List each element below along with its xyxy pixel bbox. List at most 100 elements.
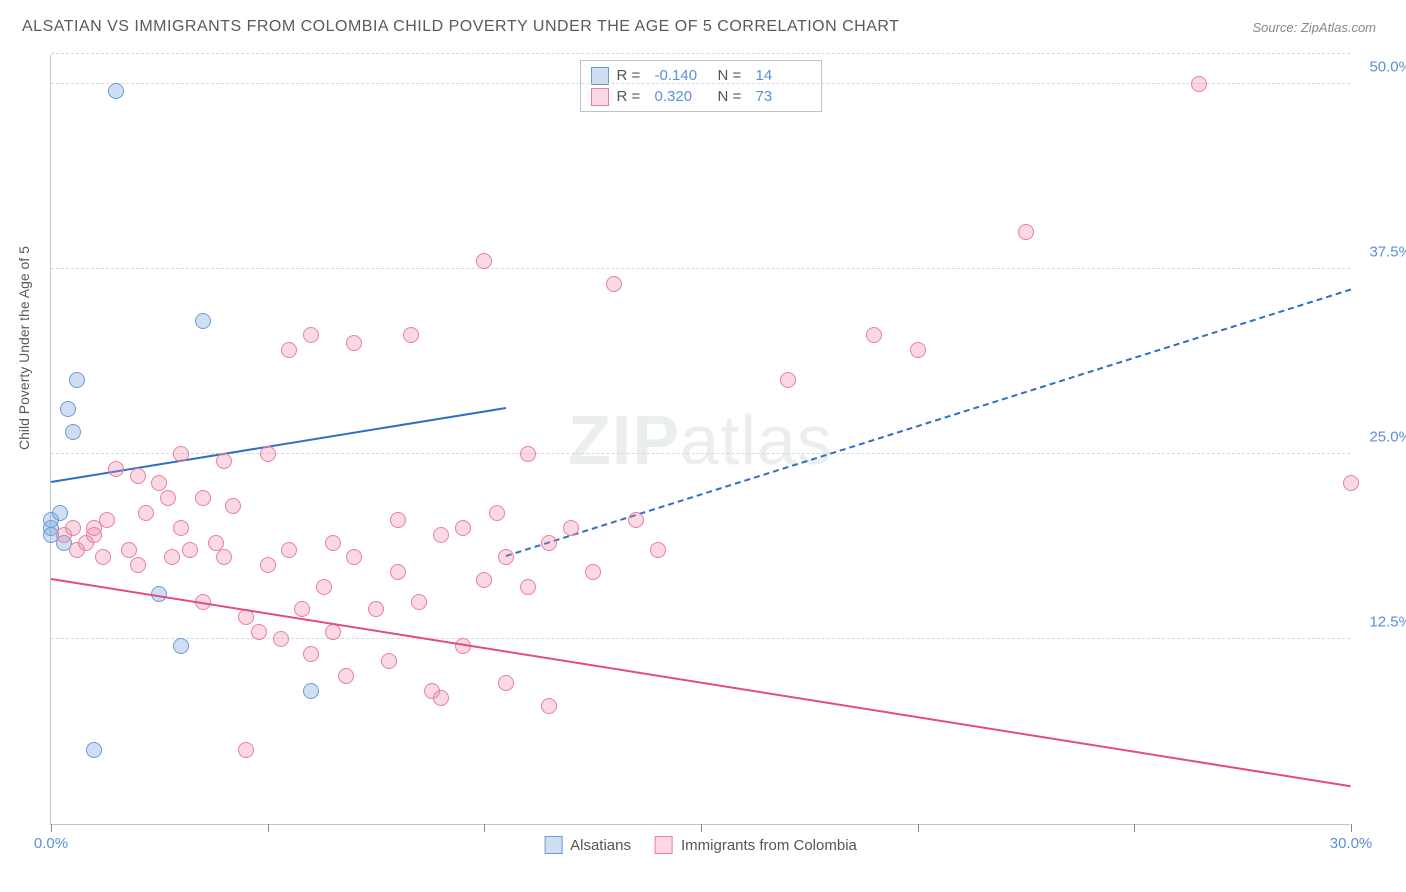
data-point [225,498,241,514]
data-point [294,601,310,617]
data-point [368,601,384,617]
data-point [1343,475,1359,491]
data-point [390,564,406,580]
data-point [238,742,254,758]
data-point [541,698,557,714]
data-point [303,646,319,662]
data-point [520,446,536,462]
data-point [138,505,154,521]
x-tick [1351,824,1352,832]
legend-r-value: 0.320 [655,86,710,107]
data-point [86,742,102,758]
data-point [95,549,111,565]
data-point [910,342,926,358]
x-tick [268,824,269,832]
data-point [650,542,666,558]
scatter-plot: ZIPatlas R =-0.140N =14R =0.320N =73 Als… [50,55,1350,825]
gridline [51,453,1350,454]
chart-title: ALSATIAN VS IMMIGRANTS FROM COLOMBIA CHI… [22,18,899,36]
source-attribution: Source: ZipAtlas.com [1252,20,1376,35]
data-point [403,327,419,343]
gridline [51,268,1350,269]
data-point [60,401,76,417]
data-point [160,490,176,506]
data-point [195,490,211,506]
y-tick-label: 50.0% [1357,58,1406,75]
legend-item: Immigrants from Colombia [655,836,857,854]
data-point [151,475,167,491]
x-tick [51,824,52,832]
legend-r-label: R = [617,86,647,107]
gridline [51,53,1350,54]
x-tick [484,824,485,832]
data-point [260,557,276,573]
legend-swatch [544,836,562,854]
data-point [325,535,341,551]
data-point [1018,224,1034,240]
data-point [606,276,622,292]
data-point [65,520,81,536]
data-point [195,313,211,329]
data-point [585,564,601,580]
x-tick [701,824,702,832]
data-point [281,342,297,358]
data-point [338,668,354,684]
data-point [498,675,514,691]
data-point [99,512,115,528]
data-point [1191,76,1207,92]
data-point [381,653,397,669]
data-point [130,557,146,573]
data-point [65,424,81,440]
x-tick [918,824,919,832]
data-point [182,542,198,558]
data-point [216,453,232,469]
legend-n-value: 73 [756,86,811,107]
legend-swatch [591,88,609,106]
data-point [86,527,102,543]
y-tick-label: 25.0% [1357,428,1406,445]
data-point [260,446,276,462]
x-tick-label: 30.0% [1330,835,1373,852]
data-point [208,535,224,551]
data-point [780,372,796,388]
data-point [489,505,505,521]
data-point [216,549,232,565]
gridline [51,638,1350,639]
y-axis-label: Child Poverty Under the Age of 5 [16,246,32,450]
data-point [281,542,297,558]
correlation-legend: R =-0.140N =14R =0.320N =73 [580,60,822,112]
legend-row: R = 0.320 N = 73 [591,86,811,107]
data-point [346,549,362,565]
data-point [173,520,189,536]
data-point [108,461,124,477]
legend-n-label: N = [718,86,748,107]
series-legend: Alsatians Immigrants from Colombia [544,836,857,854]
data-point [164,549,180,565]
data-point [563,520,579,536]
data-point [251,624,267,640]
data-point [121,542,137,558]
data-point [173,446,189,462]
data-point [455,520,471,536]
data-point [628,512,644,528]
data-point [346,335,362,351]
data-point [520,579,536,595]
y-tick-label: 37.5% [1357,243,1406,260]
data-point [130,468,146,484]
data-point [69,372,85,388]
data-point [303,683,319,699]
legend-label: Alsatians [570,837,631,854]
data-point [866,327,882,343]
legend-label: Immigrants from Colombia [681,837,857,854]
data-point [303,327,319,343]
data-point [273,631,289,647]
data-point [433,527,449,543]
data-point [390,512,406,528]
data-point [316,579,332,595]
data-point [173,638,189,654]
watermark: ZIPatlas [568,400,833,480]
data-point [108,83,124,99]
x-tick [1134,824,1135,832]
legend-item: Alsatians [544,836,631,854]
data-point [498,549,514,565]
